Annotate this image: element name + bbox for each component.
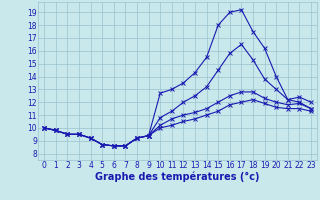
X-axis label: Graphe des températures (°c): Graphe des températures (°c)	[95, 172, 260, 182]
